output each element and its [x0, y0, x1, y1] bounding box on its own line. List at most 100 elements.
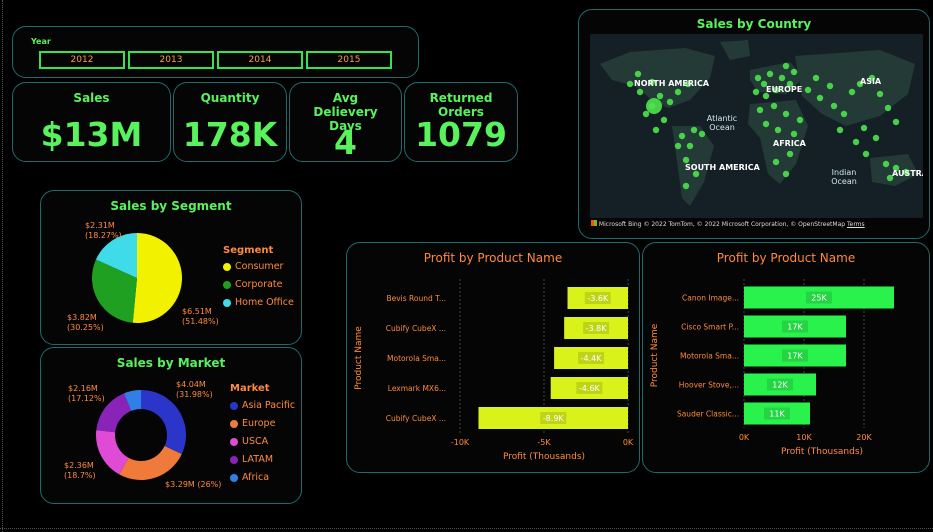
- country-bubble[interactable]: [886, 174, 894, 182]
- country-bubble[interactable]: [868, 74, 876, 82]
- country-bubble[interactable]: [772, 86, 780, 94]
- country-bubble[interactable]: [648, 78, 656, 86]
- country-bubble[interactable]: [682, 156, 690, 164]
- segment-legend-home-office[interactable]: Home Office: [223, 297, 294, 308]
- country-bubble[interactable]: [636, 88, 644, 96]
- segment-slice-corporate[interactable]: [92, 259, 137, 323]
- year-button-2012[interactable]: 2012: [39, 51, 125, 69]
- market-legend-asia-pacific[interactable]: Asia Pacific: [230, 400, 295, 411]
- country-bubble[interactable]: [684, 80, 692, 88]
- country-bubble[interactable]: [856, 80, 864, 88]
- profit-top-bar[interactable]: [744, 286, 894, 309]
- profit-top-data-label: 17K: [787, 352, 803, 361]
- country-bubble[interactable]: [852, 138, 860, 146]
- country-bubble[interactable]: [762, 92, 770, 100]
- country-bubble[interactable]: [804, 86, 812, 94]
- country-bubble[interactable]: [692, 170, 700, 178]
- country-bubble[interactable]: [816, 94, 824, 102]
- country-bubble[interactable]: [760, 80, 768, 88]
- country-bubble[interactable]: [848, 88, 856, 96]
- profit-top-bar[interactable]: [744, 344, 846, 367]
- country-bubble[interactable]: [812, 74, 820, 82]
- market-legend-usca[interactable]: USCA: [230, 436, 268, 447]
- country-bubble[interactable]: [872, 134, 880, 142]
- country-bubble[interactable]: [686, 142, 694, 150]
- country-bubble[interactable]: [666, 98, 674, 106]
- profit-bottom-bar[interactable]: [564, 317, 628, 339]
- country-bubble[interactable]: [782, 110, 790, 118]
- country-bubble[interactable]: [840, 110, 848, 118]
- country-bubble[interactable]: [862, 150, 870, 158]
- market-legend-latam[interactable]: LATAM: [230, 454, 273, 465]
- country-bubble[interactable]: [826, 82, 834, 90]
- country-bubble[interactable]: [656, 92, 664, 100]
- country-bubble[interactable]: [774, 126, 782, 134]
- year-button-2015[interactable]: 2015: [306, 51, 392, 69]
- market-slice-asia-pacific[interactable]: [141, 390, 187, 455]
- country-bubble[interactable]: [752, 88, 760, 96]
- country-bubble[interactable]: [892, 164, 900, 172]
- profit-bottom-bar[interactable]: [567, 287, 628, 309]
- country-bubble-large[interactable]: [646, 98, 662, 114]
- country-bubble[interactable]: [626, 80, 634, 88]
- segment-slice-consumer[interactable]: [132, 233, 183, 323]
- market-slice-latam[interactable]: [96, 393, 132, 433]
- country-bubble[interactable]: [882, 160, 890, 168]
- profit-top-category-label: Motorola Sma...: [680, 352, 739, 361]
- country-bubble[interactable]: [678, 132, 686, 140]
- country-bubble[interactable]: [782, 62, 790, 70]
- country-bubble[interactable]: [660, 116, 668, 124]
- country-bubble[interactable]: [642, 110, 650, 118]
- country-bubble[interactable]: [770, 102, 778, 110]
- country-bubble[interactable]: [782, 170, 790, 178]
- market-legend-europe[interactable]: Europe: [230, 418, 275, 429]
- year-button-2013[interactable]: 2013: [128, 51, 214, 69]
- country-bubble[interactable]: [786, 80, 794, 88]
- kpi-delivery-value: 4: [334, 123, 357, 162]
- profit-top-bar[interactable]: [744, 373, 816, 396]
- country-bubble[interactable]: [766, 70, 774, 78]
- year-button-2014[interactable]: 2014: [217, 51, 303, 69]
- country-bubble[interactable]: [762, 120, 770, 128]
- country-bubble[interactable]: [674, 88, 682, 96]
- profit-top-bar[interactable]: [744, 315, 846, 338]
- country-bubble[interactable]: [892, 118, 900, 126]
- country-bubble[interactable]: [796, 116, 804, 124]
- country-bubble[interactable]: [756, 106, 764, 114]
- country-bubble[interactable]: [830, 102, 838, 110]
- country-bubble[interactable]: [902, 168, 910, 176]
- market-slice-usca[interactable]: [96, 430, 129, 475]
- profit-bottom-bar[interactable]: [554, 347, 628, 369]
- profit-bottom-bar[interactable]: [478, 407, 628, 429]
- profit-bottom-bar[interactable]: [550, 377, 628, 399]
- segment-slice-home-office[interactable]: [95, 233, 137, 278]
- country-bubble[interactable]: [698, 130, 706, 138]
- country-bubble[interactable]: [836, 126, 844, 134]
- market-legend-africa[interactable]: Africa: [230, 472, 269, 483]
- country-bubble[interactable]: [652, 126, 660, 134]
- world-map[interactable]: NORTH AMERICA EUROPE ASIA AFRICA SOUTH A…: [590, 34, 923, 218]
- country-bubble[interactable]: [778, 74, 786, 82]
- country-bubble[interactable]: [674, 142, 682, 150]
- map-terms-link[interactable]: Terms: [846, 221, 865, 228]
- country-bubble[interactable]: [790, 130, 798, 138]
- profit-top-data-label-bg: [806, 291, 832, 304]
- country-bubble[interactable]: [682, 182, 690, 190]
- market-slice-africa[interactable]: [123, 390, 141, 411]
- segment-legend-corporate[interactable]: Corporate: [223, 279, 283, 290]
- country-bubble[interactable]: [790, 68, 798, 76]
- country-bubble[interactable]: [772, 158, 780, 166]
- country-bubble[interactable]: [884, 104, 892, 112]
- country-bubble[interactable]: [754, 74, 762, 82]
- segment-legend-label-consumer: Consumer: [235, 261, 284, 272]
- country-bubble[interactable]: [786, 150, 794, 158]
- profit-top-bar[interactable]: [744, 402, 810, 425]
- map-attribution-text[interactable]: © 2022 TomTom, © 2022 Microsoft Corporat…: [643, 221, 846, 228]
- market-label-asia-pacific: $4.04M (31.98%): [176, 380, 213, 400]
- country-bubble[interactable]: [860, 124, 868, 132]
- country-bubble[interactable]: [690, 126, 698, 134]
- segment-legend-consumer[interactable]: Consumer: [223, 261, 283, 272]
- country-bubble[interactable]: [634, 70, 642, 78]
- country-bubble[interactable]: [876, 90, 884, 98]
- market-slice-europe[interactable]: [119, 446, 182, 480]
